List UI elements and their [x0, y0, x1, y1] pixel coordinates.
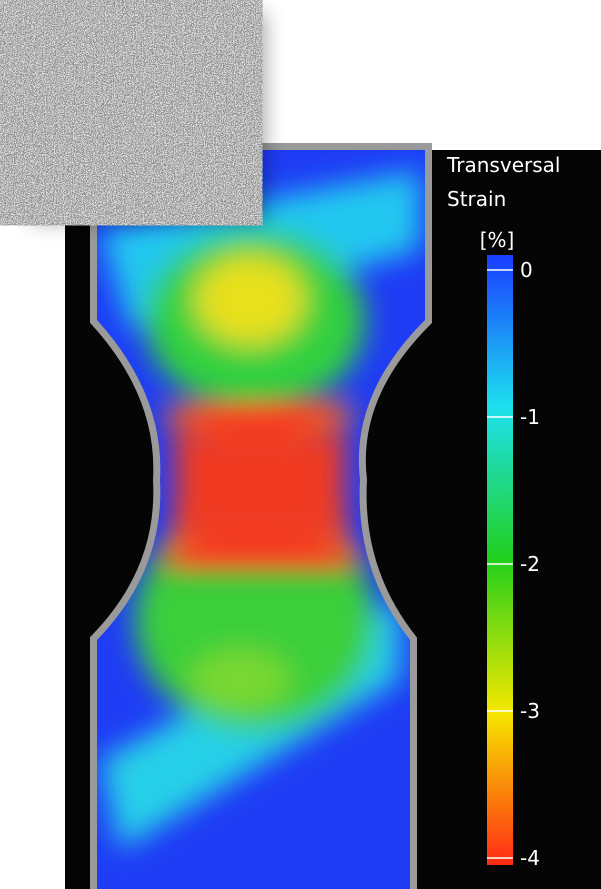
- colorbar-title: Transversal: [446, 153, 560, 177]
- colorbar-unit: [%]: [480, 228, 515, 252]
- figure: Transversal Strain [%] 0 -1 -2 -3 -4: [0, 0, 601, 889]
- colorbar-tick-label: -4: [520, 846, 540, 870]
- colorbar-tick-label: -1: [520, 405, 540, 429]
- colorbar-tick-label: -3: [520, 699, 540, 723]
- colorbar-tick-label: 0: [520, 258, 533, 282]
- colorbar-title: Strain: [447, 187, 506, 211]
- speckle-inset: [17, 0, 240, 205]
- colorbar-tick-label: -2: [520, 552, 540, 576]
- colorbar: [487, 255, 513, 865]
- strain-figure: Transversal Strain [%] 0 -1 -2 -3 -4: [0, 0, 601, 889]
